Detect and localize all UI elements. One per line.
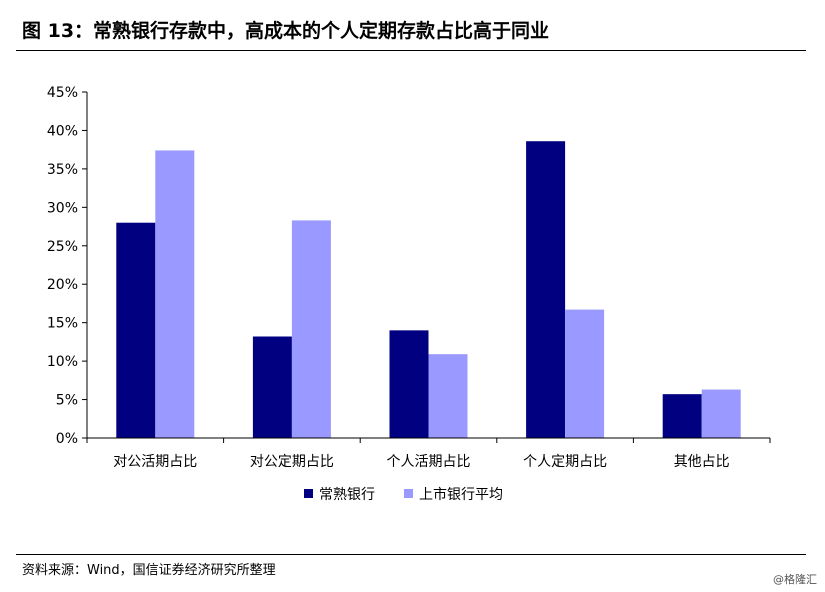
legend-swatch-series-2 [404,489,413,498]
x-tick-label: 其他占比 [674,454,730,470]
bar-series-2 [291,220,331,438]
y-tick-label: 45% [47,85,78,101]
bar-series-1 [662,394,702,438]
y-tick-label: 30% [47,200,78,216]
bar-series-2 [565,309,605,438]
bar-series-1 [389,330,429,438]
legend-swatch-series-1 [304,489,313,498]
x-tick-label: 对公定期占比 [250,454,334,470]
chart-title: 图 13：常熟银行存款中，高成本的个人定期存款占比高于同业 [22,20,550,42]
y-axis: 0% 5% 10% 15% 20% 25% 30% 35% 40% 45% [47,85,88,447]
x-tick-label: 个人活期占比 [387,454,471,470]
source-divider [16,554,806,555]
bar-series-2 [701,389,741,438]
y-tick-label: 35% [47,162,78,178]
legend-label-series-1: 常熟银行 [319,487,375,503]
legend-label-series-2: 上市银行平均 [419,486,503,503]
title-divider [16,50,806,51]
bar-series-1 [252,336,292,438]
y-tick-label: 0% [56,431,78,447]
x-axis: 对公活期占比 对公定期占比 个人活期占比 个人定期占比 其他占比 [86,437,771,470]
y-tick-label: 25% [47,239,78,255]
y-tick-label: 10% [47,354,78,370]
y-tick-label: 40% [47,123,78,139]
bar-chart: 0% 5% 10% 15% 20% 25% 30% 35% 40% 45% 对公活期占比 对公定期占… [47,85,771,503]
bar-series-1 [116,222,156,438]
x-tick-label: 个人定期占比 [523,454,607,470]
legend: 常熟银行 上市银行平均 [304,486,503,503]
y-tick-label: 20% [47,277,78,293]
source-note: 资料来源：Wind，国信证券经济研究所整理 [22,563,276,578]
bars [116,141,741,439]
bar-series-2 [428,354,468,438]
watermark: @格隆汇 [773,573,817,586]
y-tick-label: 15% [47,316,78,332]
y-tick-label: 5% [56,393,78,409]
x-tick-label: 对公活期占比 [113,454,197,470]
bar-series-1 [526,141,566,438]
bar-series-2 [155,150,195,439]
